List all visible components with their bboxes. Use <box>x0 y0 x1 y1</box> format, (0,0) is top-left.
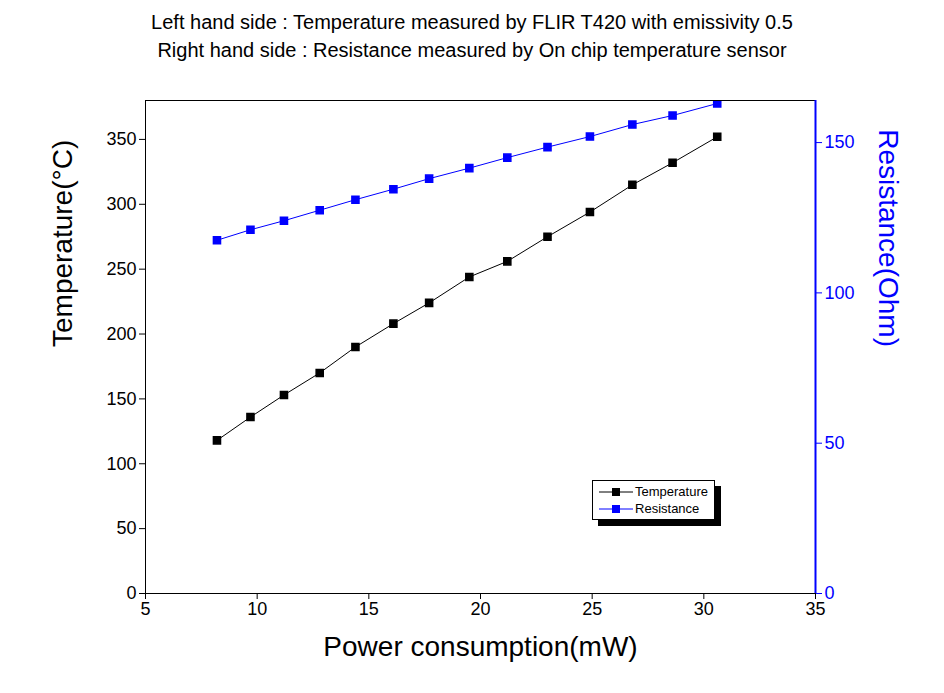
html-text:Resistance: Resistance <box>635 501 700 516</box>
svg-text:100: 100 <box>825 283 855 303</box>
svg-text:250: 250 <box>106 259 136 279</box>
svg-text:30: 30 <box>694 599 714 619</box>
html-text:Right hand side : Resistance m: Right hand side : Resistance measured by… <box>157 39 787 61</box>
svg-text:350: 350 <box>106 129 136 149</box>
svg-text:0: 0 <box>825 583 835 603</box>
svg-text:Power consumption(mW): Power consumption(mW) <box>323 631 637 662</box>
svg-text:150: 150 <box>106 389 136 409</box>
svg-text:150: 150 <box>825 132 855 152</box>
svg-text:Temperature(°C): Temperature(°C) <box>47 140 78 347</box>
svg-text:300: 300 <box>106 194 136 214</box>
svg-text:25: 25 <box>582 599 602 619</box>
svg-text:35: 35 <box>805 599 825 619</box>
svg-text:5: 5 <box>140 599 150 619</box>
svg-text:15: 15 <box>359 599 379 619</box>
svg-text:100: 100 <box>106 454 136 474</box>
svg-text:Resistance(Ohm): Resistance(Ohm) <box>873 129 904 347</box>
svg-text:50: 50 <box>116 518 136 538</box>
html-text:Left hand side : Temperature m: Left hand side : Temperature measured by… <box>151 11 793 33</box>
svg-text:20: 20 <box>470 599 490 619</box>
html-text:Temperature: Temperature <box>635 484 708 499</box>
svg-text:0: 0 <box>126 583 136 603</box>
svg-text:50: 50 <box>825 433 845 453</box>
svg-text:10: 10 <box>247 599 267 619</box>
svg-text:200: 200 <box>106 324 136 344</box>
